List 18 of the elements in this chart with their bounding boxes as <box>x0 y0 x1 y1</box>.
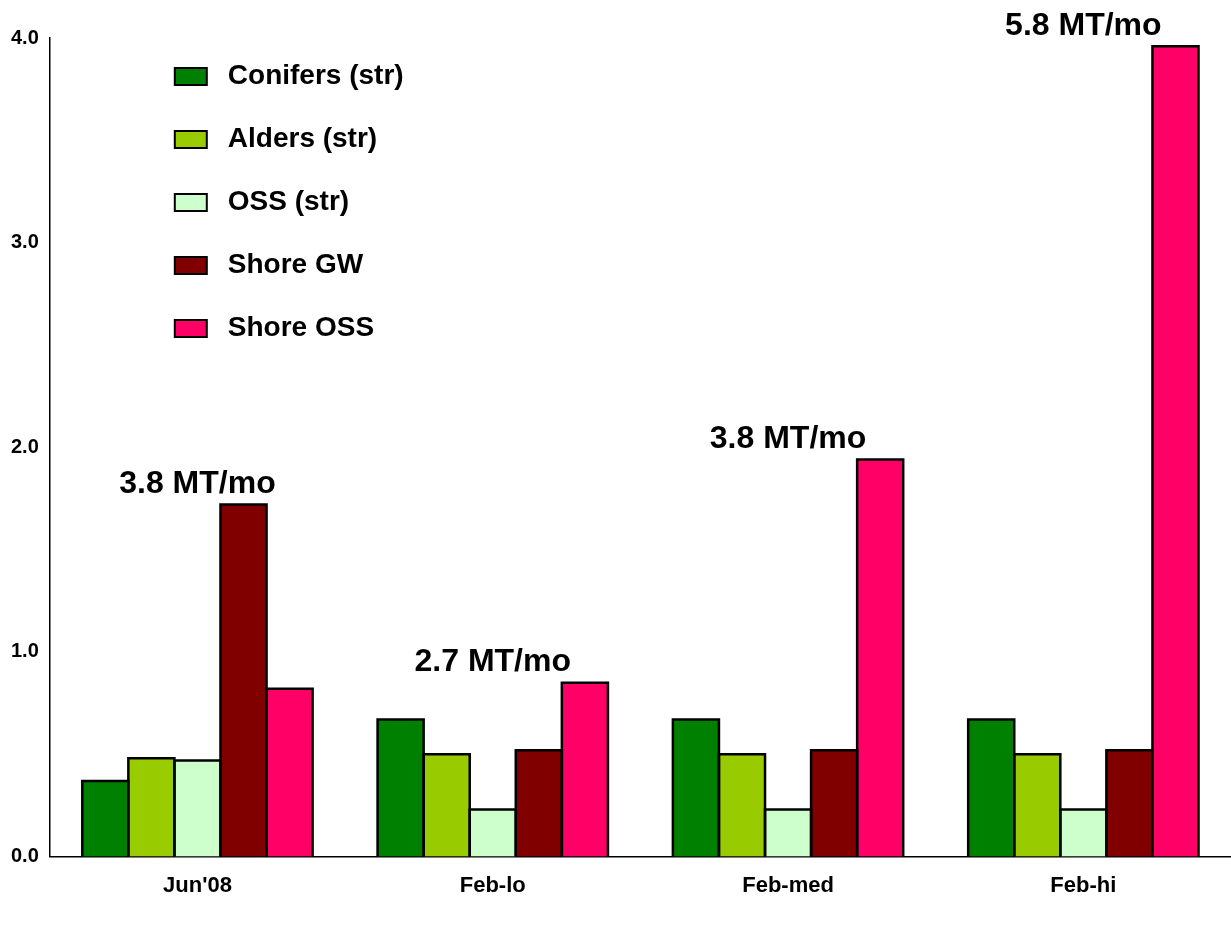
y-tick-label: 0.0 <box>10 844 39 867</box>
annotation: 2.7 MT/mo <box>414 642 571 679</box>
x-tick-label: Jun'08 <box>163 871 232 897</box>
legend-label: Shore GW <box>227 247 364 279</box>
annotation: 3.8 MT/mo <box>119 464 276 501</box>
annotation: 5.8 MT/mo <box>1005 6 1162 43</box>
annotation: 3.8 MT/mo <box>709 419 867 456</box>
x-tick-label: Feb-hi <box>1050 871 1117 897</box>
x-tick-label: Feb-med <box>742 871 834 897</box>
legend-label: Shore OSS <box>227 310 375 342</box>
legend-label: Alders (str) <box>227 121 378 153</box>
y-tick-label: 2.0 <box>10 434 39 457</box>
legend-label: Conifers (str) <box>227 58 404 90</box>
y-tick-label: 1.0 <box>10 639 39 662</box>
legend-label: OSS (str) <box>227 184 350 216</box>
y-tick-label: 3.0 <box>10 230 39 253</box>
y-tick-label: 4.0 <box>10 25 39 48</box>
x-tick-label: Feb-lo <box>459 871 526 897</box>
